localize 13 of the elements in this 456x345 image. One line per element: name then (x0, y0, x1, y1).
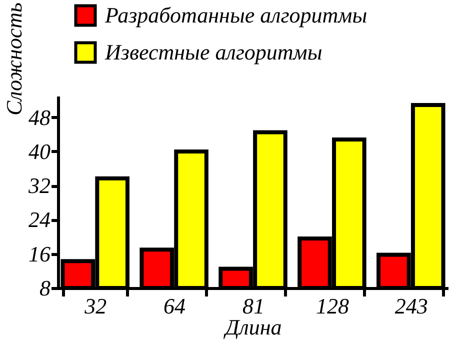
y-tick-label: 48 (28, 104, 50, 130)
y-axis-title: Сложность (2, 2, 26, 116)
x-tick-label: 128 (316, 294, 349, 318)
x-tick-label: 64 (164, 294, 186, 318)
y-tick-label: 8 (40, 276, 50, 300)
y-tick-label: 24 (28, 207, 50, 232)
y-tick-label: 40 (28, 138, 50, 164)
x-tick-label: 243 (394, 294, 428, 318)
legend-label: Разработанные алгоритмы (104, 2, 368, 28)
y-tick-label: 32 (28, 173, 50, 198)
legend-label: Известные алгоритмы (104, 40, 322, 64)
y-tick-label: 16 (28, 241, 50, 266)
x-tick-label: 32 (84, 294, 107, 318)
